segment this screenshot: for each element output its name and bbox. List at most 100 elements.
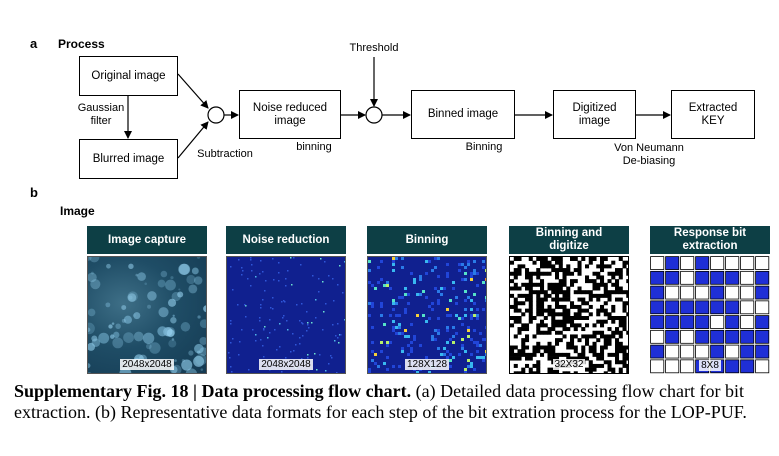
digit-cell (555, 286, 560, 291)
bin-pixel (410, 341, 413, 344)
noise-speck (245, 316, 247, 318)
label-threshold: Threshold (349, 42, 399, 54)
digit-cell (525, 268, 530, 273)
digit-cell (562, 327, 567, 332)
digit-cell (592, 286, 597, 291)
digit-cell (510, 304, 515, 309)
digit-cell (618, 268, 623, 273)
digit-cell (570, 257, 575, 261)
digit-cell (600, 334, 605, 339)
digit-cell (581, 297, 586, 302)
bin-pixel (371, 359, 374, 362)
bit-cell (665, 344, 680, 359)
noise-speck (281, 371, 283, 373)
digit-cell (555, 290, 560, 295)
bin-pixel (419, 293, 422, 296)
arrow-original-sum (177, 73, 209, 109)
digit-cell (600, 304, 605, 309)
digit-cell (626, 279, 628, 284)
digit-cell (585, 279, 590, 284)
box-digitized-image: Digitized image (553, 90, 636, 139)
digit-cell (536, 297, 541, 302)
digit-cell (536, 293, 541, 298)
digit-cell (626, 363, 628, 368)
digit-cell (622, 308, 627, 313)
noise-speck (272, 258, 274, 260)
digit-cell (611, 330, 616, 335)
capture-speck (111, 322, 115, 325)
noise-speck (238, 354, 240, 356)
digit-cell (566, 264, 571, 269)
digit-cell (600, 268, 605, 273)
digit-cell (513, 257, 518, 261)
noise-speck (279, 346, 281, 348)
digit-cell (547, 282, 552, 287)
digit-cell (570, 319, 575, 324)
bin-pixel (407, 302, 410, 305)
digit-cell (551, 319, 556, 324)
bit-cell (725, 359, 740, 374)
digit-cell (528, 312, 533, 317)
bit-cell (755, 270, 770, 285)
bin-pixel (410, 347, 413, 350)
bin-pixel (407, 293, 410, 296)
bin-pixel (416, 293, 419, 296)
digit-cell (626, 330, 628, 335)
digit-cell (521, 349, 526, 354)
digit-cell (618, 330, 623, 335)
digit-cell (562, 312, 567, 317)
bin-pixel (476, 341, 479, 344)
bit-cell (740, 344, 755, 359)
bin-pixel (470, 314, 473, 317)
digit-cell (581, 301, 586, 306)
bin-pixel (461, 323, 464, 326)
capture-speck (108, 324, 113, 329)
digit-cell (577, 297, 582, 302)
digit-cell (528, 279, 533, 284)
digit-cell (543, 345, 548, 350)
capture-speck (149, 342, 161, 354)
digit-cell (525, 293, 530, 298)
digit-cell (525, 352, 530, 357)
bin-pixel (479, 356, 482, 359)
noise-speck (293, 350, 295, 352)
capture-speck (167, 298, 177, 307)
digit-cell (581, 345, 586, 350)
bin-pixel (464, 266, 467, 269)
digit-cell (540, 323, 545, 328)
noise-speck (245, 305, 247, 307)
digit-cell (513, 371, 518, 373)
digit-cell (618, 319, 623, 324)
digit-cell (622, 345, 627, 350)
digit-cell (607, 293, 612, 298)
digit-cell (528, 282, 533, 287)
bin-pixel (425, 260, 428, 263)
noise-speck (286, 320, 288, 322)
digit-cell (540, 352, 545, 357)
digit-cell (536, 341, 541, 346)
bin-pixel (482, 266, 485, 269)
digit-cell (525, 363, 530, 368)
noise-speck (322, 281, 324, 283)
digit-cell (581, 257, 586, 261)
capture-speck (177, 291, 184, 298)
noise-speck (262, 299, 264, 301)
bin-pixel (476, 317, 479, 320)
noise-speck (273, 279, 275, 281)
digit-cell (622, 260, 627, 265)
digit-cell (510, 356, 515, 361)
digit-cell (622, 304, 627, 309)
digit-cell (603, 360, 608, 365)
bit-cell (740, 359, 755, 374)
noise-speck (241, 274, 243, 276)
capture-speck (147, 291, 157, 301)
noise-speck (239, 341, 241, 343)
digit-cell (611, 367, 616, 372)
bit-cell (740, 270, 755, 285)
bin-pixel (437, 275, 440, 278)
digit-cell (525, 297, 530, 302)
digit-cell (558, 264, 563, 269)
digit-cell (607, 312, 612, 317)
bin-pixel (461, 317, 464, 320)
digit-cell (626, 371, 628, 373)
